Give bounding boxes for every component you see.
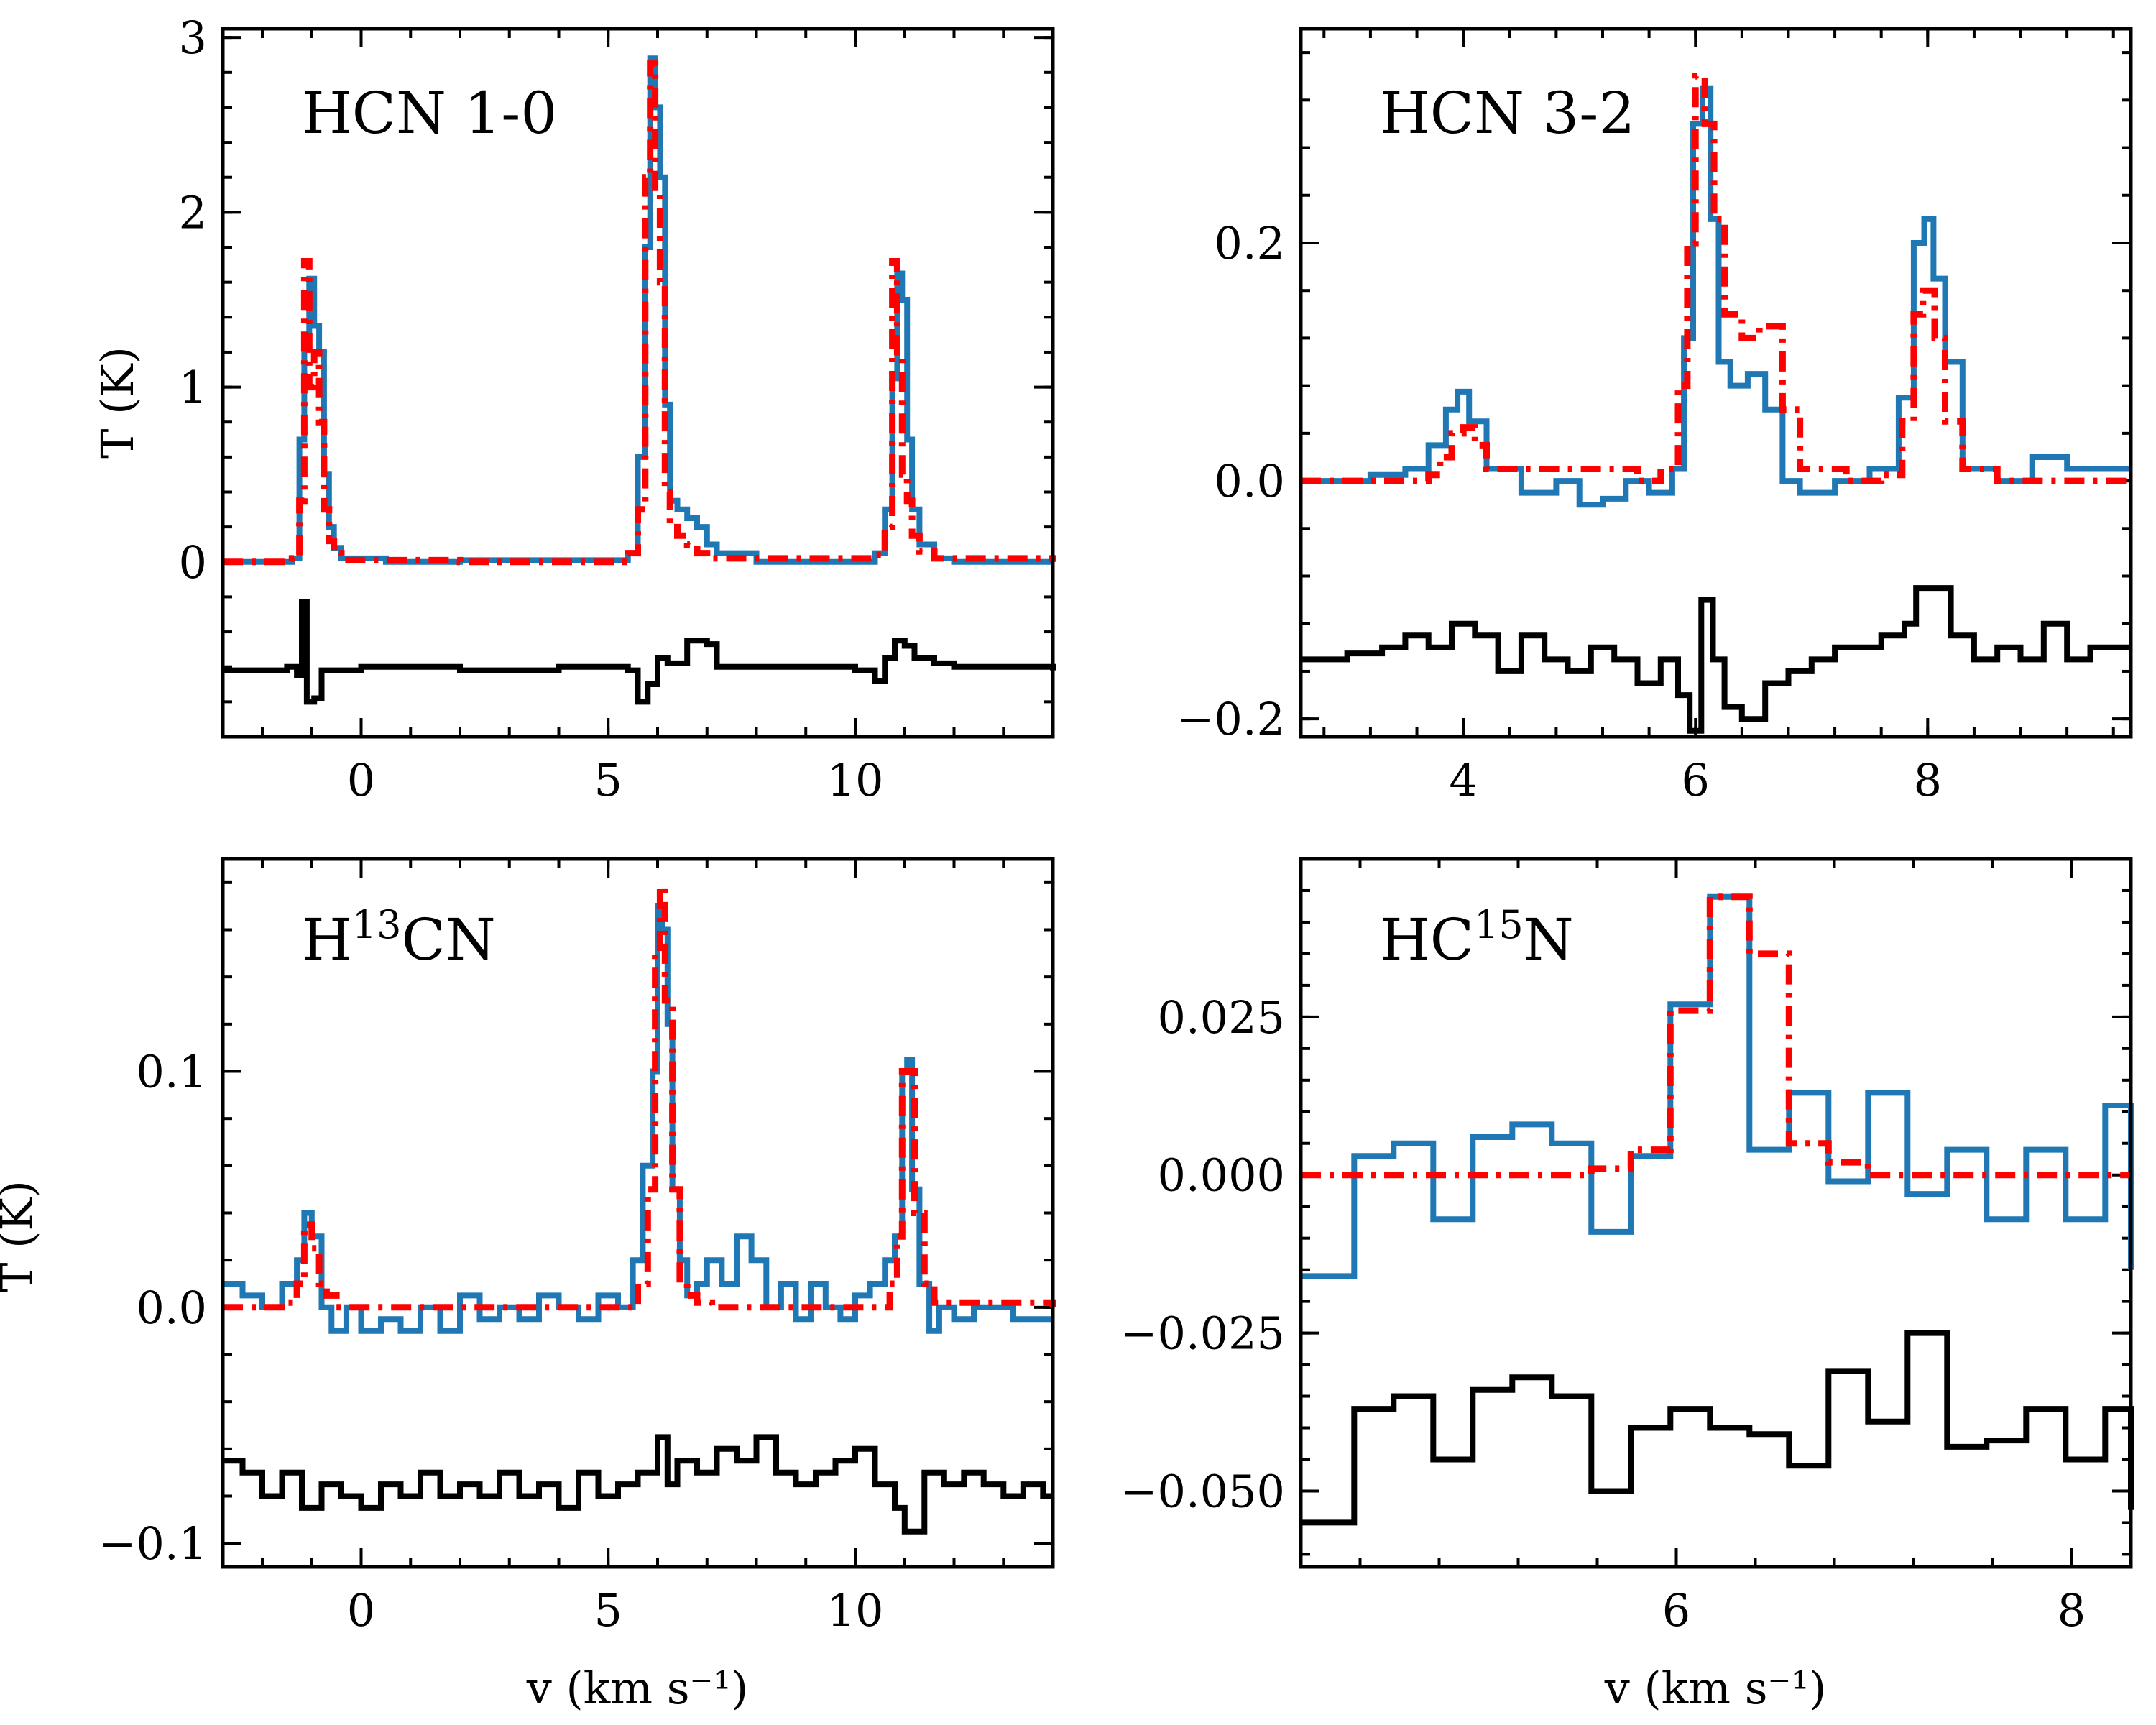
series-model xyxy=(223,883,1056,1311)
ticks: 4 6 8 −0.2 0.0 0.2 xyxy=(1176,29,2131,806)
panel-h13cn: H13CN T (K) v (km s⁻¹) 0 5 10 −0.1 0.0 0.1 xyxy=(0,857,1056,1714)
panel-hcn10: HCN 1-0 T (K) 0 5 10 0 1 2 3 xyxy=(91,12,1056,806)
x-axis-label: v (km s⁻¹) xyxy=(526,1662,749,1714)
y-tick-label: 0 xyxy=(179,536,207,589)
y-tick-label: −0.1 xyxy=(98,1517,207,1570)
series-residual xyxy=(1301,1330,2134,1526)
y-tick-label: −0.2 xyxy=(1176,693,1285,745)
series-lines xyxy=(1301,893,2134,1526)
x-tick-label: 6 xyxy=(1662,1584,1690,1637)
plot-frame xyxy=(221,857,1055,1569)
y-tick-label: 0.025 xyxy=(1158,991,1286,1044)
series-lines xyxy=(223,883,1056,1535)
y-tick-label: 0.0 xyxy=(136,1282,207,1334)
plot-frame xyxy=(221,27,1055,739)
x-tick-label: 5 xyxy=(594,754,622,806)
y-tick-label: 0.000 xyxy=(1158,1149,1286,1202)
panel-title: HCN 1-0 xyxy=(302,80,557,147)
y-tick-label: −0.025 xyxy=(1120,1307,1285,1360)
y-tick-label: 0.0 xyxy=(1214,455,1285,507)
ticks: 0 5 10 −0.1 0.0 0.1 xyxy=(98,859,1054,1637)
x-tick-label: 8 xyxy=(2058,1584,2086,1637)
panel-title: HCN 3-2 xyxy=(1380,80,1635,147)
series-residual xyxy=(1301,585,2131,734)
y-tick-label: 0.2 xyxy=(1214,217,1285,270)
series-lines xyxy=(223,55,1056,705)
y-tick-label: 3 xyxy=(179,12,207,64)
series-residual xyxy=(223,599,1056,705)
x-tick-label: 10 xyxy=(827,754,884,806)
plot-frame xyxy=(1299,27,2133,739)
y-tick-label: 2 xyxy=(179,186,207,239)
plot-frame xyxy=(1299,857,2133,1569)
y-tick-label: 1 xyxy=(179,362,207,414)
ticks: 6 8 −0.050 −0.025 0.000 0.025 xyxy=(1120,857,2131,1637)
series-observed xyxy=(223,55,1053,565)
x-tick-label: 4 xyxy=(1449,754,1477,806)
series-model xyxy=(223,60,1056,566)
panel-hcn32: HCN 3-2 4 6 8 −0.2 0.0 0.2 xyxy=(1176,27,2133,806)
panel-title: H13CN xyxy=(302,902,496,973)
x-tick-label: 0 xyxy=(347,754,375,806)
x-tick-label: 6 xyxy=(1682,754,1710,806)
series-model xyxy=(1301,893,2131,1179)
x-tick-label: 0 xyxy=(347,1584,375,1637)
x-axis-label: v (km s⁻¹) xyxy=(1604,1662,1827,1714)
panel-hc15n: HC15N v (km s⁻¹) 6 8 −0.050 −0.025 0.000 0.02… xyxy=(1120,857,2134,1714)
y-axis-label: T (K) xyxy=(0,1180,43,1292)
x-tick-label: 8 xyxy=(1914,754,1942,806)
y-tick-label: 0.1 xyxy=(136,1046,207,1098)
x-tick-label: 5 xyxy=(594,1584,622,1637)
y-tick-label: −0.050 xyxy=(1120,1465,1285,1517)
y-axis-label: T (K) xyxy=(91,346,144,459)
panel-title: HC15N xyxy=(1380,902,1574,973)
series-model xyxy=(1301,73,2131,484)
series-residual xyxy=(223,1434,1053,1535)
series-lines xyxy=(1301,73,2131,734)
series-observed xyxy=(1301,85,2131,508)
x-tick-label: 10 xyxy=(827,1584,884,1637)
